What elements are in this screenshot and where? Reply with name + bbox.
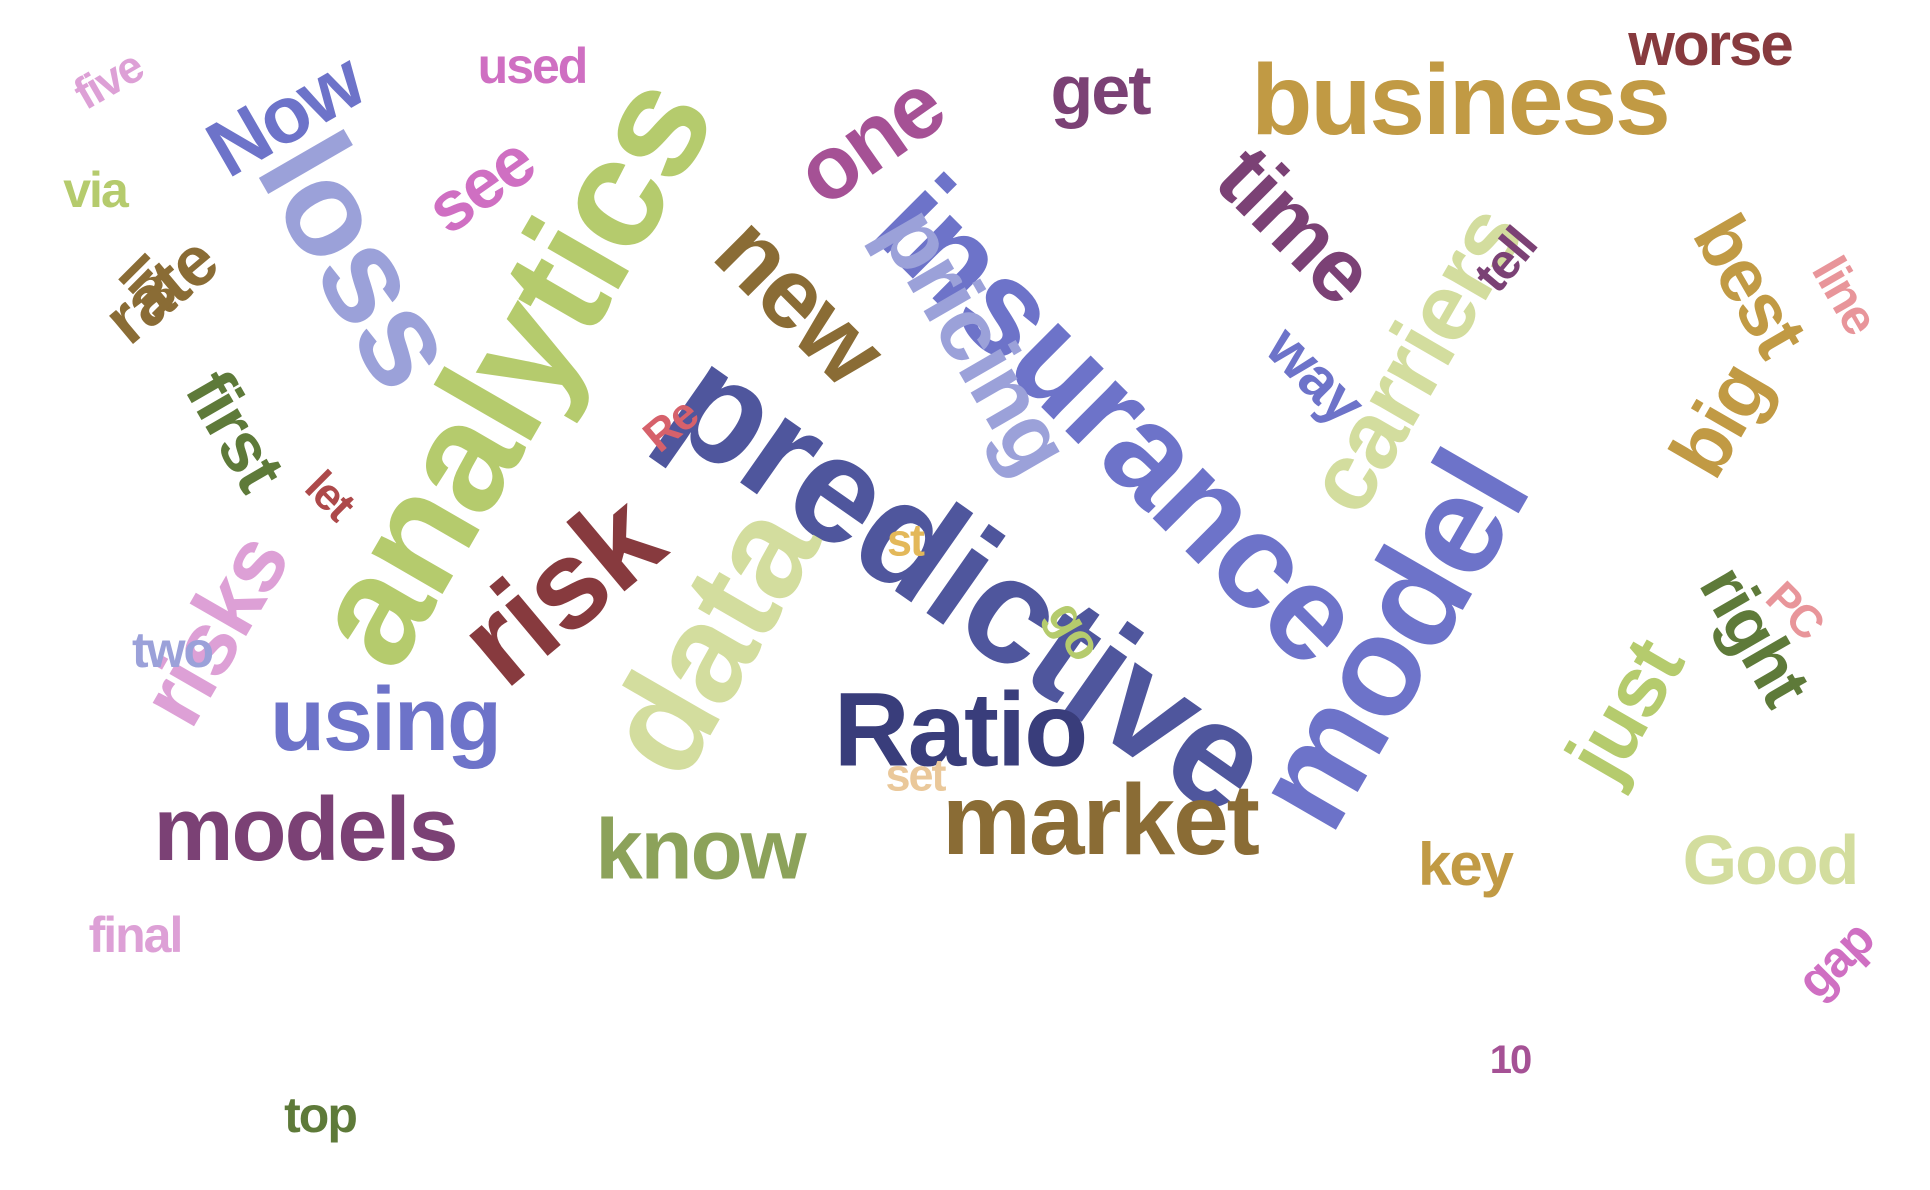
word-set: set [885, 749, 946, 801]
word-just: just [1548, 624, 1702, 796]
word-know: know [595, 802, 806, 898]
word-via: via [63, 162, 129, 218]
word-ratio: Ratio [833, 671, 1088, 789]
word-best: best [1677, 200, 1824, 370]
word-time: time [1197, 127, 1393, 323]
word-10: 10 [1489, 1038, 1532, 1082]
word-key: key [1417, 831, 1514, 898]
word-good: Good [1682, 821, 1860, 899]
word-business: business [1251, 44, 1670, 156]
word-using: using [270, 670, 502, 770]
word-first: first [170, 357, 300, 503]
word-models: models [153, 780, 458, 880]
word-get: get [1050, 51, 1152, 129]
word-five: five [65, 40, 151, 120]
word-st: st [886, 514, 925, 566]
word-used: used [477, 38, 589, 94]
word-gap: gap [1785, 910, 1885, 1010]
word-worse: worse [1628, 11, 1793, 78]
word-two: two [131, 622, 214, 678]
word-top: top [284, 1087, 358, 1143]
word-final: final [88, 907, 184, 963]
word-big: big [1652, 348, 1787, 492]
word-market: market [942, 764, 1260, 876]
